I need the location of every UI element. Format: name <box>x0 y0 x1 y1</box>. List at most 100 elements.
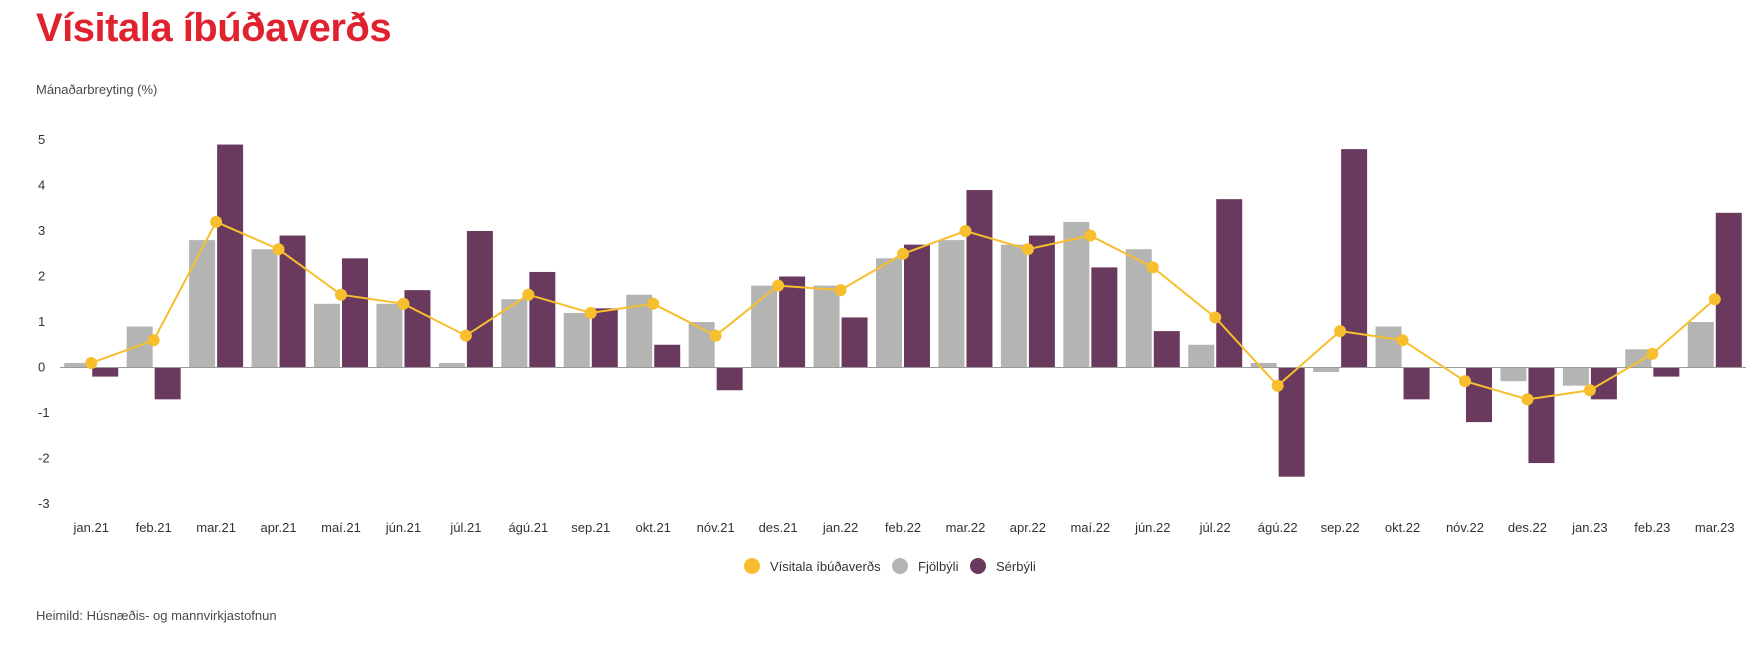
x-tick-label: mar.21 <box>196 520 236 535</box>
bar-fjolbyli <box>1063 221 1090 368</box>
point-visitala <box>1271 379 1284 392</box>
legend-marker <box>970 558 986 574</box>
y-tick-label: -2 <box>38 451 50 466</box>
point-visitala <box>834 284 847 297</box>
bar-serbyli <box>1715 212 1742 368</box>
x-tick-label: nóv.22 <box>1446 520 1484 535</box>
bar-serbyli <box>716 367 743 391</box>
x-tick-label: maí.21 <box>321 520 361 535</box>
bar-fjolbyli <box>189 240 216 368</box>
point-visitala <box>210 215 223 228</box>
bar-fjolbyli <box>1250 362 1277 368</box>
bar-fjolbyli <box>1188 344 1215 368</box>
bar-serbyli <box>92 367 119 377</box>
point-visitala <box>959 225 972 237</box>
point-visitala <box>1521 393 1534 406</box>
bar-serbyli <box>1028 235 1055 368</box>
point-visitala <box>584 306 597 319</box>
x-tick-label: okt.22 <box>1385 520 1420 535</box>
bar-fjolbyli <box>314 303 340 368</box>
bar-fjolbyli <box>938 240 965 368</box>
x-tick-label: feb.23 <box>1634 520 1670 535</box>
legend-label: Vísitala íbúðaverðs <box>770 559 881 574</box>
x-tick-label: feb.22 <box>885 520 921 535</box>
x-tick-label: jan.21 <box>73 520 109 535</box>
bar-serbyli <box>154 367 181 400</box>
point-visitala <box>335 288 347 301</box>
bar-serbyli <box>1466 367 1492 423</box>
x-tick-label: mar.23 <box>1695 520 1735 535</box>
legend-marker <box>892 558 908 574</box>
bar-serbyli <box>279 235 306 368</box>
y-tick-label: 2 <box>38 269 45 284</box>
bar-serbyli <box>1153 331 1180 368</box>
point-visitala <box>1021 243 1034 256</box>
x-tick-label: jan.23 <box>1571 520 1607 535</box>
bar-serbyli <box>342 258 368 368</box>
bar-serbyli <box>591 308 618 368</box>
point-visitala <box>397 297 410 310</box>
point-visitala <box>772 279 785 292</box>
bar-fjolbyli <box>1625 349 1652 368</box>
x-tick-label: jan.22 <box>822 520 858 535</box>
bar-fjolbyli <box>438 362 465 368</box>
bar-fjolbyli <box>126 326 153 368</box>
y-axis-label: Mánaðarbreyting (%) <box>36 82 158 97</box>
legend-label: Fjölbýli <box>918 559 959 574</box>
bar-fjolbyli <box>1000 244 1027 368</box>
legend-label: Sérbýli <box>996 559 1036 574</box>
source-note: Heimild: Húsnæðis- og mannvirkjastofnun <box>36 608 277 623</box>
x-tick-label: apr.21 <box>260 520 296 535</box>
y-tick-label: 4 <box>38 178 45 193</box>
point-visitala <box>1084 229 1097 242</box>
point-visitala <box>1646 347 1659 360</box>
x-tick-label: nóv.21 <box>697 520 735 535</box>
x-tick-label: mar.22 <box>946 520 986 535</box>
bar-serbyli <box>466 231 493 368</box>
bar-serbyli <box>904 244 930 368</box>
point-visitala <box>647 297 660 310</box>
point-visitala <box>272 243 285 256</box>
x-tick-label: sep.22 <box>1321 520 1360 535</box>
point-visitala <box>897 247 909 260</box>
bar-serbyli <box>966 190 993 368</box>
point-visitala <box>709 329 722 342</box>
x-tick-label: júl.21 <box>449 520 481 535</box>
x-tick-label: jún.22 <box>1134 520 1170 535</box>
x-tick-label: des.21 <box>759 520 798 535</box>
point-visitala <box>1459 375 1471 388</box>
bar-fjolbyli <box>813 285 840 368</box>
point-visitala <box>522 288 535 301</box>
bar-serbyli <box>1403 367 1430 400</box>
bar-fjolbyli <box>64 362 91 368</box>
point-visitala <box>1146 261 1159 274</box>
point-visitala <box>1209 311 1222 324</box>
bar-fjolbyli <box>1562 367 1589 386</box>
y-tick-label: 1 <box>38 314 45 329</box>
y-tick-label: -1 <box>38 405 50 420</box>
bar-serbyli <box>217 144 244 368</box>
y-tick-label: -3 <box>38 496 50 511</box>
bar-serbyli <box>1653 367 1680 377</box>
page-title: Vísitala íbúðaverðs <box>36 6 392 50</box>
bar-fjolbyli <box>376 303 403 368</box>
bar-fjolbyli <box>563 312 590 368</box>
legend-marker <box>744 558 760 574</box>
point-visitala <box>1708 293 1721 306</box>
bar-fjolbyli <box>1687 322 1714 368</box>
x-tick-label: jún.21 <box>385 520 421 535</box>
x-tick-label: apr.22 <box>1010 520 1046 535</box>
bar-serbyli <box>841 317 868 368</box>
point-visitala <box>1396 334 1409 347</box>
point-visitala <box>1334 325 1347 338</box>
x-tick-label: okt.21 <box>636 520 671 535</box>
x-tick-label: maí.22 <box>1070 520 1110 535</box>
x-tick-label: des.22 <box>1508 520 1547 535</box>
bar-fjolbyli <box>876 258 902 368</box>
bar-serbyli <box>1590 367 1617 400</box>
y-tick-label: 5 <box>38 132 45 147</box>
bar-fjolbyli <box>1500 367 1527 382</box>
bar-serbyli <box>654 344 681 368</box>
bar-serbyli <box>529 271 556 368</box>
